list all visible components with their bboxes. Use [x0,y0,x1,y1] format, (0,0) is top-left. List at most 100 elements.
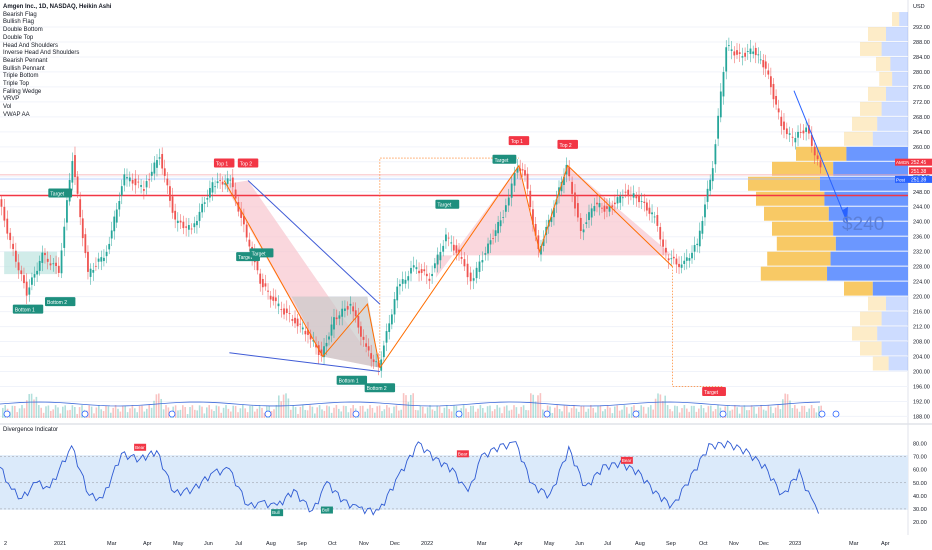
candle-body [537,235,540,250]
candle-body [328,336,330,340]
volume-profile-bar [881,341,908,356]
indicator-item[interactable]: Triple Top [3,81,30,88]
volume-bar [774,407,777,418]
volume-bar [54,405,57,418]
volume-bar [330,412,333,418]
volume-bar [369,405,371,418]
candle-body [524,170,526,176]
indicator-item[interactable]: Bearish Flag [3,11,37,18]
volume-bar [112,407,114,418]
candle-body [675,258,678,265]
candle-body [819,160,822,168]
candle-body [221,181,224,185]
candle-body [475,267,478,279]
candle-body [185,226,188,228]
candle-body [484,253,487,255]
candle-body [261,278,264,288]
indicator-item[interactable]: Double Bottom [3,27,43,34]
volume-profile-bar [764,206,829,221]
candle-body [574,192,576,209]
candle-body [502,217,505,218]
time-axis-label: Jun [204,541,213,547]
candle-body [472,278,475,281]
indicator-item[interactable]: Vol [3,104,12,111]
candle-body [526,173,529,189]
indicator-item[interactable]: Bullish Flag [3,19,35,26]
indicator-item[interactable]: Bearish Pennant [3,57,48,64]
volume-bar [350,408,352,418]
candle-body [17,262,20,271]
osc-tick-label: 20.00 [913,520,927,526]
candle-body [256,261,259,271]
volume-bar [815,412,818,418]
volume-bar [338,408,340,418]
candle-body [211,182,214,193]
candle-body [44,252,46,256]
indicator-item[interactable]: Double Top [3,34,34,41]
candle-body [36,270,39,275]
volume-bar [549,406,551,418]
volume-bar [782,399,784,418]
event-marker-icon [264,410,272,418]
price-tick-label: 196.00 [913,384,930,390]
volume-bar [470,405,472,418]
signal-label: Bull [322,508,330,513]
volume-bar [98,405,100,418]
signal-label-bg [456,450,469,458]
price-tick-label: 260.00 [913,145,930,151]
indicator-item[interactable]: Inverse Head And Shoulders [3,50,80,57]
candle-body [118,201,121,210]
time-axis-label: Aug [635,541,645,547]
volume-bar [551,412,554,418]
target-label: Target [50,192,65,198]
candle-body [274,297,277,302]
indicator-item[interactable]: VWAP AA [3,111,30,118]
time-axis-label: 2 [4,541,7,547]
candle-body [219,180,222,182]
candle-body [390,314,393,325]
time-axis-label: May [173,541,184,547]
indicator-item[interactable]: Bullish Pennant [3,65,45,72]
volume-bar [750,405,753,418]
volume-bar [321,409,323,418]
volume-bar [254,411,256,418]
candle-body [640,201,643,202]
time-axis-label: Sep [297,541,307,547]
volume-bar [777,405,779,418]
volume-bar [580,405,582,418]
volume-bar [122,405,124,418]
volume-bar [695,411,698,418]
candle-body [344,308,346,311]
indicator-item[interactable]: Falling Wedge [3,88,42,95]
volume-profile-bar [860,311,882,326]
pattern-label: Top 2 [240,162,252,168]
candle-body [128,177,131,182]
candle-body [269,295,272,300]
price-tick-label: 200.00 [913,370,930,376]
indicator-item[interactable]: Triple Bottom [3,73,39,80]
indicator-item[interactable]: VRVP [3,96,20,103]
target-label: Target [238,255,253,261]
volume-bar [210,409,213,418]
volume-bar [532,394,534,418]
candle-body [791,136,794,138]
candle-body [420,269,423,273]
time-axis-label: Apr [143,541,152,547]
candle-body [57,265,60,273]
candle-body [783,121,785,130]
volume-bar [765,410,767,418]
candle-body [158,157,161,159]
candle-body [206,198,209,200]
volume-bar [798,411,801,418]
time-axis-label: Mar [849,541,859,547]
candle-body [120,186,123,196]
candle-body [301,327,304,330]
indicator-item[interactable]: Head And Shoulders [3,42,59,49]
volume-bar [227,408,230,418]
volume-bar [206,407,208,418]
candle-body [497,221,500,234]
volume-bar [275,405,278,418]
candle-body [643,201,646,203]
candle-body [799,132,802,133]
